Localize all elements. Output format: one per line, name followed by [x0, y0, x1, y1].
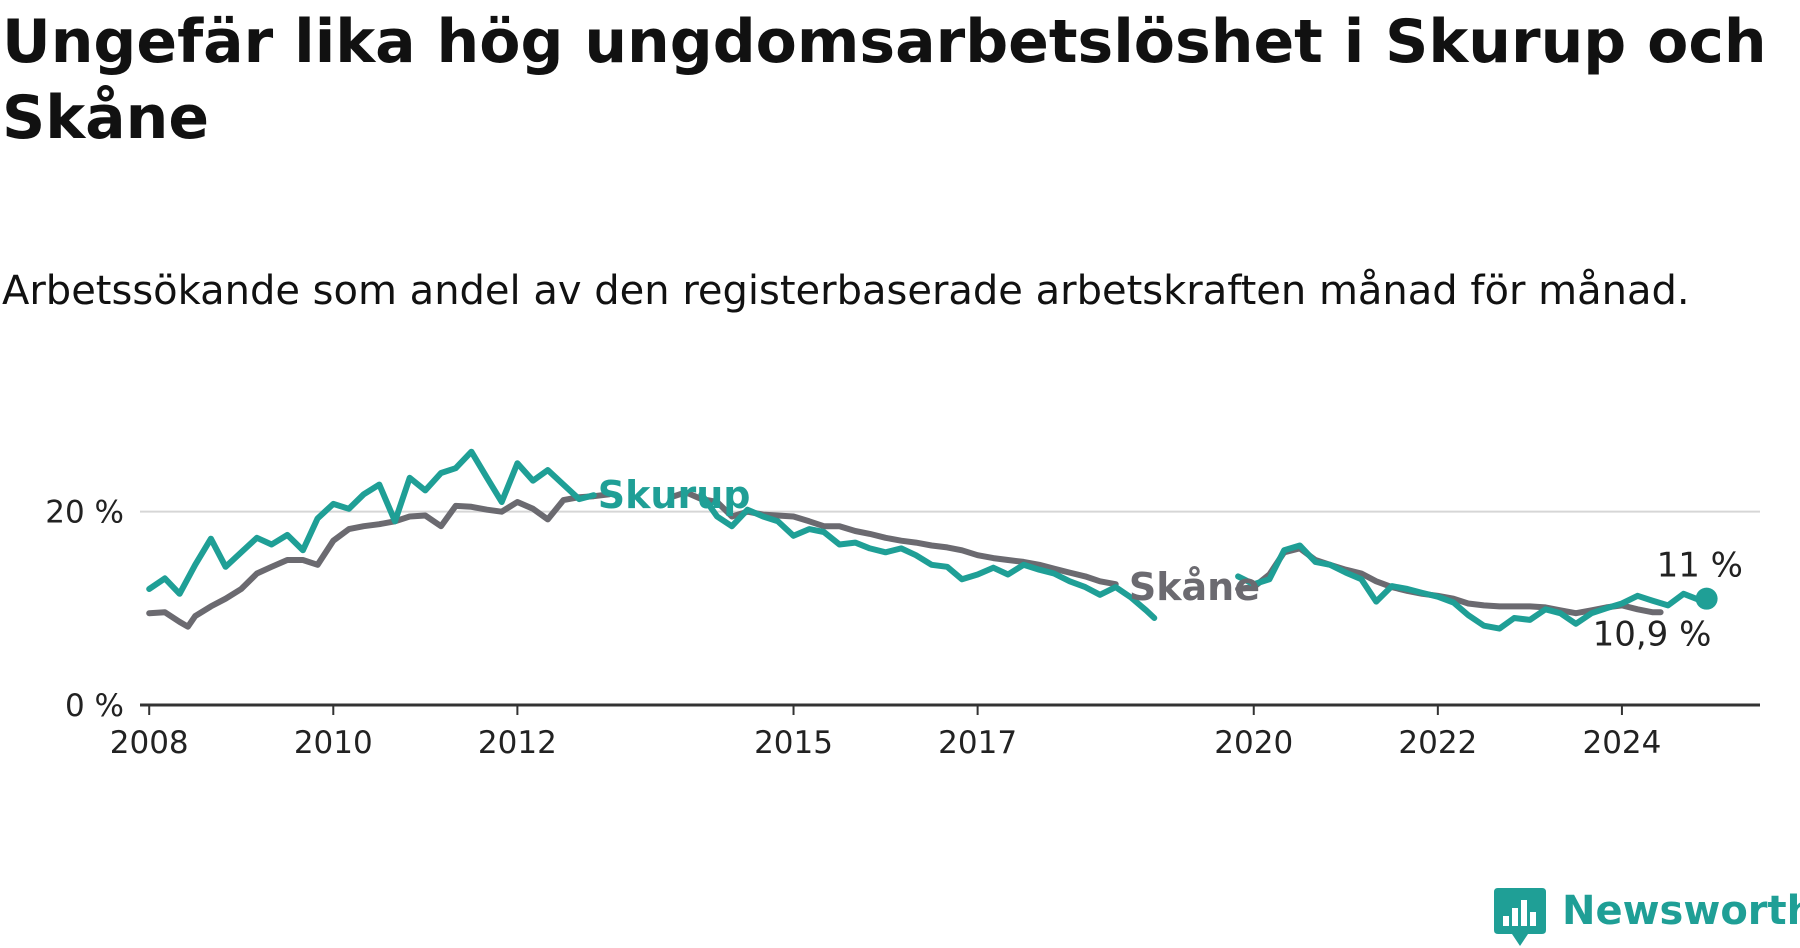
- x-tick-label: 2008: [110, 725, 189, 761]
- chart-title: Ungefär lika hög ungdomsarbetslöshet i S…: [2, 7, 1767, 153]
- series-line-skurup: [1235, 542, 1710, 632]
- chart-subtitle: Arbetssökande som andel av den registerb…: [2, 268, 1690, 314]
- end-label-skne: 10,9 %: [1593, 615, 1712, 655]
- labels-layer: 0 % 20 % 2008 2010 2012 2015 2017 2020 2022 2024 S…: [45, 473, 1743, 761]
- x-tick-label: 2017: [938, 725, 1017, 761]
- newsworthy-brand[interactable]: Newsworthy: [1492, 884, 1800, 948]
- line-chart: 0 % 20 % 2008 2010 2012 2015 2017 2020 2022 2024 S…: [45, 448, 1760, 761]
- series-label-skurup: Skurup: [598, 473, 751, 517]
- x-tick-label: 2010: [294, 725, 373, 761]
- x-tick-label: 2012: [478, 725, 557, 761]
- newsworthy-name: Newsworthy: [1562, 888, 1800, 934]
- grid-layer: [140, 510, 1760, 715]
- x-tick-label: 2024: [1582, 725, 1661, 761]
- newsworthy-logo-icon: [1494, 888, 1546, 946]
- lines-layer: [146, 448, 1718, 632]
- x-tick-label: 2022: [1398, 725, 1477, 761]
- series-line-skurup: [146, 448, 597, 597]
- x-tick-label: 2015: [754, 725, 833, 761]
- series-end-dot-skurup: [1695, 587, 1718, 610]
- y-tick-label: 0 %: [65, 688, 124, 724]
- series-label-skne: Skåne: [1129, 565, 1260, 609]
- y-tick-label: 20 %: [45, 495, 124, 531]
- end-label-skurup: 11 %: [1657, 546, 1743, 586]
- series-line-skurup: [698, 491, 1158, 621]
- series-line-skne: [146, 491, 613, 630]
- x-tick-label: 2020: [1214, 725, 1293, 761]
